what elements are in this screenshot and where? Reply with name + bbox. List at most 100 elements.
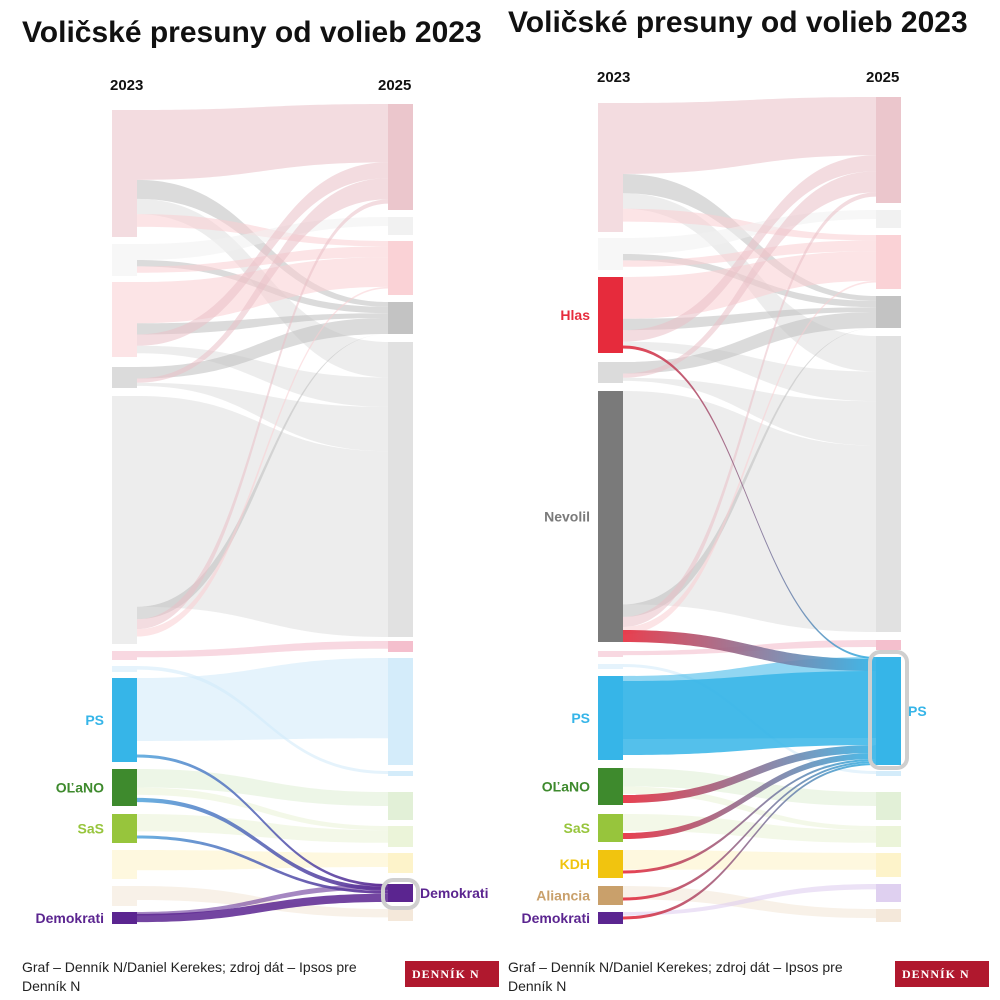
highlight-flow-Hlas [623, 345, 876, 659]
right-node-2 [876, 235, 901, 289]
highlight-flow-OLaNO [623, 745, 876, 803]
highlight-flow-Demokrati [623, 763, 876, 920]
highlight-flow-SaS [137, 835, 388, 894]
footer-credit-left: Graf – Denník N/Daniel Kerekes; zdroj dá… [22, 959, 357, 975]
background-flow-9 [137, 162, 388, 346]
highlight-flow-Aliancia [623, 761, 876, 901]
left-label-SaS: SaS [78, 821, 104, 837]
logo-right: DENNÍK N [895, 961, 989, 987]
logo-left-bg [405, 961, 499, 987]
left-label-OLaNO: OĽaNO [542, 779, 590, 795]
right-node-10 [388, 853, 413, 873]
background-flow-3 [137, 214, 388, 247]
logo-left-text: DENNÍK N [412, 967, 480, 981]
year-2025-left: 2025 [378, 77, 411, 94]
highlight-flow-SaS [623, 753, 876, 839]
left-label-KDH: KDH [560, 856, 590, 872]
background-flow-10 [137, 345, 388, 407]
left-node-6 [112, 666, 137, 672]
left-node-8 [598, 768, 623, 805]
highlight-flow-Nevolil [623, 630, 876, 671]
sankey-panel-ps: Hlas Nevolil PS OĽaNO SaS KDH Aliancia Demokrat… [522, 97, 927, 926]
left-node-9 [112, 814, 137, 843]
background-flow-15 [137, 334, 388, 620]
left-node-5 [112, 651, 137, 660]
background-flow-26 [623, 884, 876, 916]
background-flow-8 [623, 307, 876, 331]
right-node-4 [876, 336, 901, 632]
right-node-8 [876, 792, 901, 820]
footer-credit-left-2: Denník N [22, 978, 80, 994]
right-node-12 [388, 909, 413, 921]
background-flow-8 [137, 313, 388, 335]
logo-right-bg [895, 961, 989, 987]
background-flow-23 [623, 814, 876, 843]
background-flow-21 [137, 769, 388, 806]
left-label-Demokrati: Demokrati [36, 910, 104, 926]
right-node-1 [388, 217, 413, 235]
background-flow-11 [623, 312, 876, 374]
left-node-9 [598, 814, 623, 842]
background-flow-26 [137, 884, 388, 916]
left-label-SaS: SaS [564, 820, 590, 836]
right-node-11 [876, 884, 901, 902]
background-flow-20 [137, 658, 388, 741]
background-flow-16 [623, 192, 876, 627]
background-flow-9 [623, 155, 876, 342]
left-node-3 [112, 367, 137, 388]
left-node-7 [112, 678, 137, 762]
chart-title-right: Voličské presuny od volieb 2023 [508, 6, 968, 39]
background-flow-0 [623, 97, 876, 174]
target-highlight-box [868, 650, 909, 770]
left-node-3 [598, 362, 623, 383]
right-node-4 [388, 342, 413, 637]
background-flows [137, 104, 388, 918]
right-node-7 [388, 771, 413, 776]
left-node-8 [112, 769, 137, 806]
background-flow-1 [137, 179, 388, 307]
right-node-0 [388, 104, 413, 210]
right-node-3 [388, 302, 413, 334]
year-2023-right: 2023 [597, 69, 630, 86]
year-2023-left: 2023 [110, 77, 143, 94]
left-node-0 [598, 103, 623, 232]
chart-title-left: Voličské presuny od volieb 2023 [22, 16, 482, 49]
footer-credit-right-2: Denník N [508, 978, 566, 994]
left-node-1 [112, 244, 137, 276]
target-highlight-box [381, 878, 420, 910]
background-flow-14 [623, 391, 876, 632]
target-node [388, 884, 413, 902]
left-node-2 [598, 277, 623, 353]
left-node-4 [112, 396, 137, 644]
background-flow-16 [137, 199, 388, 630]
background-flow-21 [623, 768, 876, 806]
left-node-11 [598, 886, 623, 905]
background-flow-0 [137, 104, 388, 180]
background-flow-23 [137, 814, 388, 843]
background-flow-1 [623, 173, 876, 301]
right-node-8 [388, 792, 413, 820]
right-label-target: PS [908, 703, 927, 719]
background-flow-4 [623, 210, 876, 254]
right-node-12 [876, 909, 901, 922]
left-node-2 [112, 282, 137, 357]
left-label-Hlas: Hlas [560, 307, 590, 323]
left-node-11 [112, 886, 137, 906]
target-node [876, 657, 901, 765]
right-node-6 [388, 658, 413, 765]
right-node-7 [876, 771, 901, 776]
background-flow-15 [623, 328, 876, 617]
background-flow-24 [623, 850, 876, 870]
left-label-OLaNO: OĽaNO [56, 780, 104, 796]
left-node-10 [598, 850, 623, 878]
left-node-0 [112, 110, 137, 237]
right-node-5 [876, 640, 901, 650]
logo-right-text: DENNÍK N [902, 967, 970, 981]
background-flow-10 [623, 341, 876, 402]
background-flow-24 [137, 850, 388, 871]
left-node-6 [598, 664, 623, 669]
right-node-0 [876, 97, 901, 203]
footer-credit-right: Graf – Denník N/Daniel Kerekes; zdroj dá… [508, 959, 843, 975]
background-flow-4 [137, 217, 388, 260]
